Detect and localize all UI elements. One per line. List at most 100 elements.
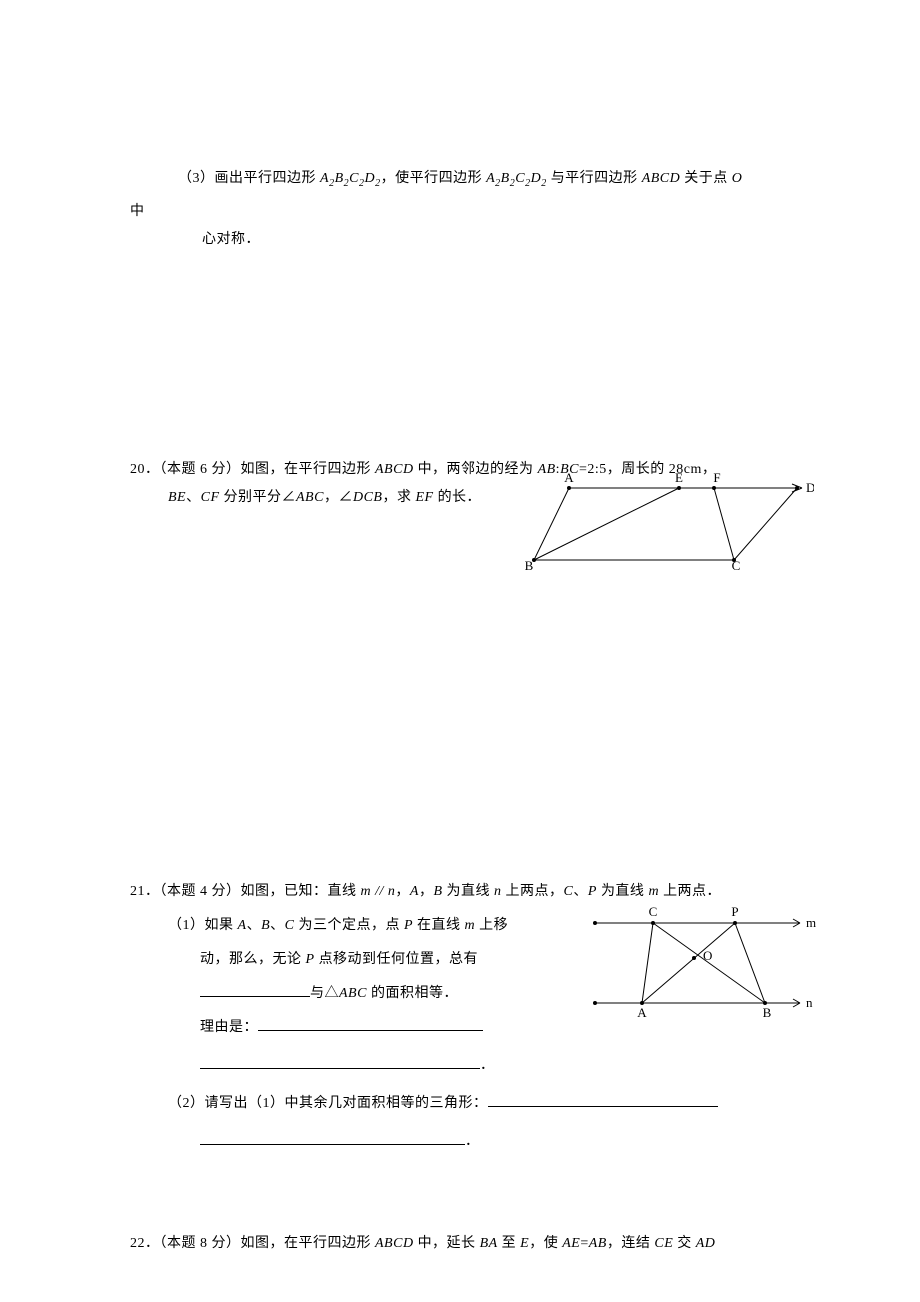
q21: 21．（本题 4 分）如图，已知：直线 m // n，A，B 为直线 n 上两点… [130, 878, 790, 1156]
text: // [371, 884, 388, 899]
text: 分别平分 [220, 490, 282, 505]
q20-figure: A E F D B C [514, 470, 814, 570]
text: 交 [673, 1236, 696, 1251]
text: 动，那么，无论 [200, 952, 306, 967]
var: P [404, 918, 413, 933]
var-a2: A [486, 171, 495, 186]
var: B [433, 884, 442, 899]
var-c2: C [515, 171, 525, 186]
text: 中，延长 [414, 1236, 480, 1251]
var: P [306, 952, 315, 967]
text: 如图，已知：直线 [241, 884, 361, 899]
var: P [588, 884, 597, 899]
text: = [580, 1236, 588, 1251]
q22: 22．（本题 8 分）如图，在平行四边形 ABCD 中，延长 BA 至 E，使 … [130, 1230, 790, 1258]
text: ． [480, 1058, 495, 1073]
label-p: P [731, 904, 738, 919]
text: 上两点， [502, 884, 564, 899]
text: 理由是： [200, 1020, 258, 1035]
label-m: m [806, 915, 816, 930]
var: A [238, 918, 247, 933]
var: m [465, 918, 476, 933]
label-b: B [525, 558, 534, 570]
text: ∠ [338, 490, 353, 505]
text: 上两点． [659, 884, 721, 899]
q21-p2-line1: （2）请写出（1）中其余几对面积相等的三角形： [130, 1090, 790, 1118]
label-f: F [713, 470, 720, 485]
qnum: 21． [130, 884, 160, 899]
var: AE [562, 1236, 580, 1251]
label-n: n [806, 995, 813, 1010]
text: （2）请写出（1）中其余几对面积相等的三角形： [168, 1096, 488, 1111]
label-a: A [637, 1005, 647, 1020]
text: ，求 [382, 490, 415, 505]
var-d2: D [531, 171, 542, 186]
text: 如图，在平行四边形 [241, 462, 376, 477]
var: C [285, 918, 295, 933]
text: 、 [247, 918, 262, 933]
label-e: E [675, 470, 683, 485]
text: ， [395, 884, 410, 899]
var-a2: A [320, 171, 329, 186]
text: 与△ [310, 986, 339, 1001]
var: ABCD [375, 462, 414, 477]
var: ABC [296, 490, 324, 505]
qnum: 22． [130, 1236, 160, 1251]
label-o: O [703, 948, 712, 963]
var: AB [589, 1236, 607, 1251]
var-d2: D [364, 171, 375, 186]
q20: 20．（本题 6 分）如图，在平行四边形 ABCD 中，两邻边的经为 AB:BC… [130, 456, 790, 512]
text: 、 [270, 918, 285, 933]
score: （本题 4 分） [160, 884, 241, 899]
text: 为直线 [443, 884, 495, 899]
score: （本题 6 分） [160, 462, 241, 477]
page-content: （3）画出平行四边形 A2B2C2D2，使平行四边形 A2B2C2D2 与平行四… [0, 0, 920, 1258]
q21-figure: C P m A B n O [585, 898, 820, 1028]
text: 的长． [434, 490, 482, 505]
text: 如图，在平行四边形 [241, 1236, 376, 1251]
blank [200, 983, 310, 997]
q22-line1: 22．（本题 8 分）如图，在平行四边形 ABCD 中，延长 BA 至 E，使 … [130, 1230, 790, 1258]
score: （本题 8 分） [160, 1236, 241, 1251]
text: 点移动到任何位置，总有 [315, 952, 479, 967]
text: （3）画出平行四边形 [178, 171, 320, 186]
text: 在直线 [413, 918, 465, 933]
blank [200, 1131, 465, 1145]
text: ，使 [529, 1236, 562, 1251]
var-o: O [732, 171, 743, 186]
text: 为直线 [597, 884, 649, 899]
var-c2: C [349, 171, 359, 186]
label-b: B [763, 1005, 772, 1020]
text: ，使平行四边形 [381, 171, 487, 186]
text: ． [465, 1134, 480, 1149]
text: ， [419, 884, 434, 899]
q19-part3: （3）画出平行四边形 A2B2C2D2，使平行四边形 A2B2C2D2 与平行四… [130, 165, 790, 254]
blank [258, 1017, 483, 1031]
var: A [410, 884, 419, 899]
text: 、 [186, 490, 201, 505]
q21-p1-line5: ． [130, 1052, 790, 1080]
text: 至 [498, 1236, 521, 1251]
label-c: C [732, 558, 741, 570]
text: ， [324, 490, 339, 505]
text: 、 [573, 884, 588, 899]
text: 关于点 [680, 171, 732, 186]
text: 与平行四边形 [547, 171, 642, 186]
var: m [361, 884, 372, 899]
var: n [494, 884, 502, 899]
q19-line3: 心对称． [130, 226, 790, 254]
var: m [648, 884, 659, 899]
text: ，连结 [607, 1236, 655, 1251]
var: AD [696, 1236, 716, 1251]
var-b2: B [501, 171, 510, 186]
label-a: A [564, 470, 574, 485]
var: B [261, 918, 270, 933]
label-c: C [649, 904, 658, 919]
blank [488, 1093, 718, 1107]
var: CE [654, 1236, 673, 1251]
q21-p2-line2: ． [130, 1128, 790, 1156]
var-b2: B [335, 171, 344, 186]
var: C [564, 884, 574, 899]
text: 的面积相等． [367, 986, 458, 1001]
text: 上移 [475, 918, 508, 933]
